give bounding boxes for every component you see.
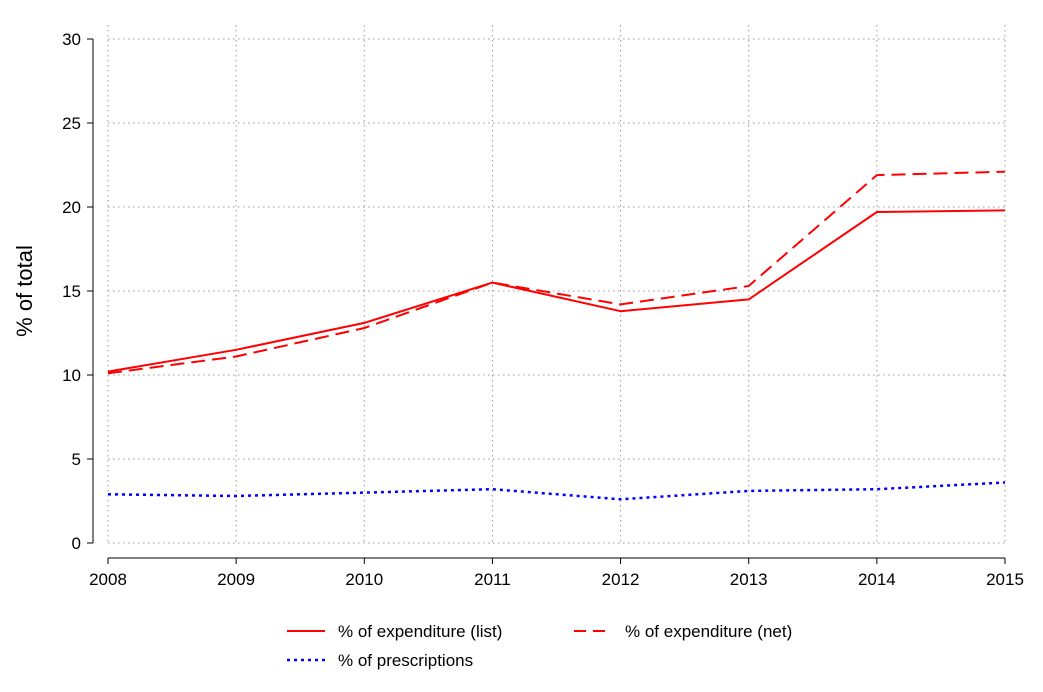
legend: % of expenditure (list) % of expenditure… <box>287 622 792 670</box>
grid <box>107 25 1006 544</box>
y-ticks: 0 5 10 15 20 25 30 <box>62 30 93 553</box>
series <box>107 170 1006 501</box>
x-tick-label-3: 2011 <box>474 570 511 589</box>
y-tick-label-2: 10 <box>62 366 81 385</box>
axes <box>92 39 1005 559</box>
x-tick-label-5: 2013 <box>730 570 768 589</box>
x-tick-label-4: 2012 <box>602 570 640 589</box>
y-tick-label-3: 15 <box>62 282 81 301</box>
series-line-1 <box>107 170 1006 375</box>
y-tick-label-5: 25 <box>62 114 81 133</box>
series-line-2 <box>107 481 1006 501</box>
x-tick-label-2: 2010 <box>345 570 383 589</box>
x-ticks: 2008 2009 2010 2011 2012 2013 2014 2015 <box>89 558 1024 589</box>
legend-label-0: % of expenditure (list) <box>338 622 502 641</box>
legend-label-1: % of expenditure (net) <box>625 622 792 641</box>
series-line-0 <box>107 209 1006 373</box>
y-tick-label-6: 30 <box>62 30 81 49</box>
legend-item-0: % of expenditure (list) <box>287 622 502 641</box>
y-tick-label-1: 5 <box>72 450 81 469</box>
legend-item-1: % of expenditure (net) <box>574 622 792 641</box>
legend-item-2: % of prescriptions <box>287 651 473 670</box>
y-tick-label-4: 20 <box>62 198 81 217</box>
x-tick-label-1: 2009 <box>217 570 255 589</box>
y-tick-label-0: 0 <box>72 534 81 553</box>
y-axis-title: % of total <box>12 245 37 337</box>
x-tick-label-7: 2015 <box>986 570 1024 589</box>
legend-label-2: % of prescriptions <box>338 651 473 670</box>
x-tick-label-0: 2008 <box>89 570 127 589</box>
x-tick-label-6: 2014 <box>858 570 896 589</box>
